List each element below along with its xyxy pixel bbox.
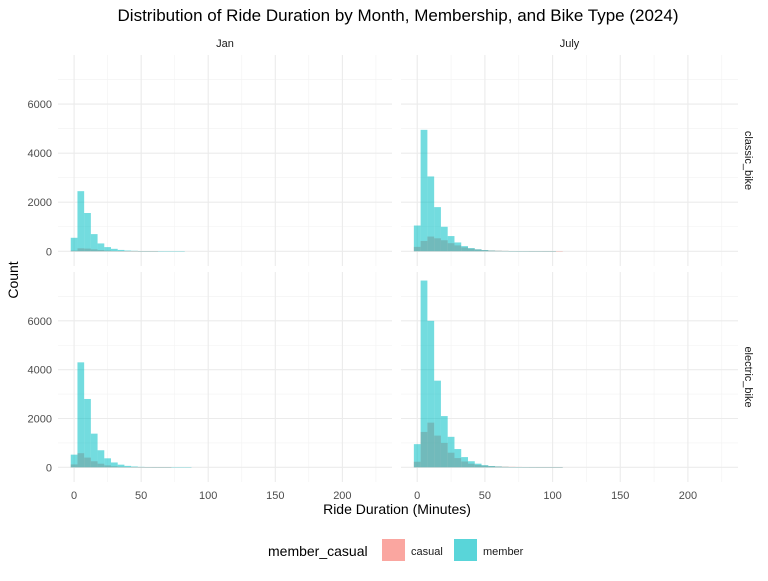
legend-label-casual: casual (411, 546, 443, 558)
bar-member (111, 249, 118, 251)
bar-member (461, 246, 468, 251)
bar-member (111, 462, 118, 467)
facet-strip-classic-bike: classic_bike (742, 131, 754, 190)
bar-member (461, 457, 468, 467)
bar-member (434, 381, 441, 468)
x-tick-label: 50 (479, 490, 491, 502)
bar-member (475, 249, 482, 251)
bar-member (448, 437, 455, 468)
legend-title: member_casual (268, 543, 368, 559)
facet-strip-july: July (560, 38, 580, 50)
x-tick-label: 150 (611, 490, 629, 502)
bar-member (495, 466, 502, 467)
y-tick-label: 2000 (28, 197, 52, 209)
bar-member (131, 466, 138, 467)
bar-member (414, 444, 421, 467)
legend: member_casual casual member (268, 539, 524, 561)
bar-member (414, 226, 421, 252)
bar-member (71, 238, 78, 251)
bar-member (454, 242, 461, 251)
bar-member (98, 450, 105, 467)
bar-member (441, 416, 448, 467)
bar-member (118, 465, 125, 468)
chart-title: Distribution of Ride Duration by Month, … (118, 6, 679, 25)
bar-member (84, 213, 91, 251)
bar-member (77, 191, 84, 251)
bar-member (468, 248, 475, 251)
x-tick-label: 150 (266, 490, 284, 502)
bar-member (71, 455, 78, 468)
bar-member (118, 250, 125, 251)
bar-member (475, 464, 482, 468)
bar-member (482, 250, 489, 251)
bar-member (124, 251, 131, 252)
bar-member (441, 227, 448, 252)
y-tick-label: 0 (46, 462, 52, 474)
x-tick-label: 50 (135, 490, 147, 502)
bar-member (502, 467, 509, 468)
panel-jan-classic-bike: 0 2000 4000 6000 (28, 55, 392, 266)
bar-member (98, 243, 105, 251)
bar-member (104, 247, 111, 251)
y-axis-label: Count (5, 261, 21, 298)
bar-member (104, 458, 111, 467)
bar-member (454, 449, 461, 467)
panel-july-classic-bike (401, 55, 738, 266)
bar-member (448, 236, 455, 251)
bar-member (84, 399, 91, 467)
x-tick-label: 200 (679, 490, 697, 502)
bar-member (482, 465, 489, 467)
bar-member (427, 321, 434, 468)
facet-strip-electric-bike: electric_bike (742, 346, 754, 407)
bar-member (427, 176, 434, 251)
y-tick-label: 2000 (28, 414, 52, 426)
x-tick-label: 100 (199, 490, 217, 502)
bar-member (434, 207, 441, 251)
bar-member (124, 466, 131, 467)
y-tick-label: 6000 (28, 316, 52, 328)
x-axis-label: Ride Duration (Minutes) (323, 501, 471, 517)
bar-member (91, 234, 98, 251)
y-tick-label: 0 (46, 246, 52, 258)
bar-member (91, 434, 98, 468)
bar-member (421, 281, 428, 468)
legend-label-member: member (483, 546, 524, 558)
bar-member (421, 130, 428, 251)
y-tick-label: 4000 (28, 148, 52, 160)
legend-key-member (454, 539, 477, 561)
bar-member (77, 362, 84, 467)
facet-strip-jan: Jan (216, 38, 234, 50)
x-tick-label: 100 (543, 490, 561, 502)
y-tick-label: 6000 (28, 99, 52, 111)
bar-member (488, 466, 495, 467)
y-tick-label: 4000 (28, 365, 52, 377)
bar-member (468, 461, 475, 467)
legend-key-casual (382, 539, 405, 561)
bar-member (488, 251, 495, 252)
x-tick-label: 0 (71, 490, 77, 502)
